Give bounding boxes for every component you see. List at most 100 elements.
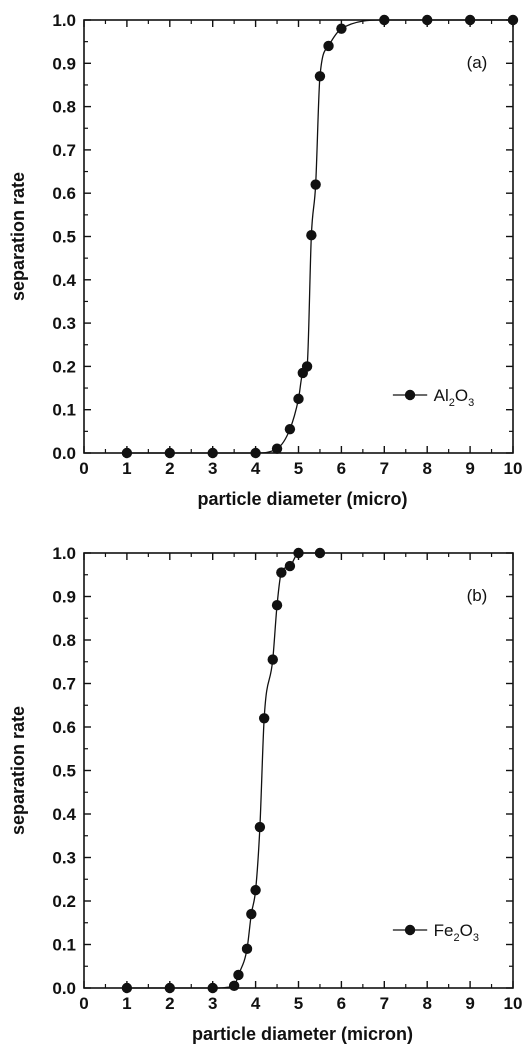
x-axis-title-a: particle diameter (micro)	[197, 489, 407, 509]
legend-label-b: Fe2O3	[434, 921, 479, 944]
data-point-b-14	[293, 547, 304, 559]
data-point-a-11	[314, 71, 326, 82]
data-point-b-11	[271, 600, 283, 611]
data-point-a-1	[164, 447, 175, 459]
data-point-b-8	[254, 821, 266, 833]
data-point-b-5	[241, 943, 253, 955]
plot-area-a: 0 1 2 3 4 5 6 7 8 9 10 0.0 0.1 0.2 0.3 0.4 0.5 0.6 0.7 0.8 0…	[52, 11, 522, 478]
legend-label-b-part1: Fe	[434, 921, 454, 940]
legend-marker-b	[404, 924, 416, 936]
legend-label-a-sub1: 2	[449, 397, 455, 409]
y-tick-label-a-2: 0.2	[52, 357, 76, 376]
legend-label-b-part2: O	[460, 921, 473, 940]
y-tick-label-a-5: 0.5	[52, 228, 76, 247]
x-axis-title-b: particle diameter (micron)	[192, 1024, 413, 1044]
data-point-b-4	[233, 969, 244, 981]
data-point-b-1	[164, 982, 175, 994]
x-tick-label-b-6: 6	[337, 994, 346, 1013]
y-tick-label-a-7: 0.7	[52, 141, 76, 160]
data-point-a-5	[284, 423, 296, 435]
data-point-b-3	[228, 980, 240, 992]
panel-a: 0 1 2 3 4 5 6 7 8 9 10 0.0 0.1 0.2 0.3 0.4 0.5 0.6 0.7 0.8 0…	[8, 11, 522, 509]
data-point-b-9	[258, 713, 270, 724]
y-tick-label-a-3: 0.3	[52, 314, 76, 333]
panel-label-b: (b)	[467, 586, 488, 605]
y-tick-label-a-1: 0.1	[52, 401, 76, 420]
y-tick-label-a-10: 1.0	[52, 11, 76, 30]
y-tick-label-b-0: 0.0	[52, 979, 76, 998]
x-tick-label-a-4: 4	[251, 459, 261, 478]
legend-b: Fe2O3	[392, 921, 479, 944]
panel-b: 0 1 2 3 4 5 6 7 8 9 10 0.0 0.1 0.2 0.3 0.4 0.5 0.6 0.7 0.8 0…	[8, 544, 522, 1044]
data-point-a-3	[250, 447, 261, 459]
data-point-b-13	[284, 560, 296, 572]
y-tick-label-b-4: 0.4	[52, 805, 76, 824]
y-tick-label-a-8: 0.8	[52, 98, 76, 117]
legend-marker-a	[404, 389, 416, 401]
data-point-a-14	[379, 14, 390, 26]
y-axis-title-b: separation rate	[8, 706, 28, 835]
y-tick-label-b-7: 0.7	[52, 675, 76, 694]
y-tick-label-b-1: 0.1	[52, 936, 76, 955]
data-point-b-12	[276, 567, 287, 578]
y-tick-label-b-9: 0.9	[52, 588, 76, 607]
x-tick-label-a-7: 7	[380, 459, 389, 478]
x-tick-label-a-8: 8	[422, 459, 431, 478]
x-tick-label-a-9: 9	[465, 459, 474, 478]
y-tick-label-a-4: 0.4	[52, 271, 76, 290]
x-tick-label-a-2: 2	[165, 459, 174, 478]
x-tick-label-b-4: 4	[251, 994, 261, 1013]
legend-a: Al2O3	[392, 386, 475, 409]
x-tick-label-a-6: 6	[337, 459, 346, 478]
y-tick-label-a-0: 0.0	[52, 444, 76, 463]
x-tick-label-a-10: 10	[504, 459, 523, 478]
x-tick-label-a-5: 5	[294, 459, 303, 478]
data-point-a-4	[271, 443, 283, 454]
data-point-a-0	[121, 447, 133, 459]
y-tick-label-b-2: 0.2	[52, 892, 76, 911]
x-tick-label-a-0: 0	[79, 459, 88, 478]
x-tick-label-a-3: 3	[208, 459, 217, 478]
data-point-b-0	[121, 982, 133, 994]
y-tick-label-a-9: 0.9	[52, 54, 76, 73]
x-tick-label-b-8: 8	[422, 994, 431, 1013]
x-tick-label-b-9: 9	[465, 994, 474, 1013]
legend-label-b-sub1: 2	[453, 932, 459, 944]
plot-area-b: 0 1 2 3 4 5 6 7 8 9 10 0.0 0.1 0.2 0.3 0.4 0.5 0.6 0.7 0.8 0…	[52, 544, 522, 1013]
data-point-a-13	[336, 23, 347, 34]
y-tick-label-a-6: 0.6	[52, 184, 76, 203]
legend-label-a: Al2O3	[434, 386, 475, 409]
y-tick-label-b-6: 0.6	[52, 718, 76, 737]
x-tick-label-a-1: 1	[122, 459, 131, 478]
x-tick-label-b-0: 0	[79, 994, 88, 1013]
data-point-a-8	[301, 361, 313, 372]
x-tick-label-b-2: 2	[165, 994, 174, 1013]
x-tick-label-b-10: 10	[504, 994, 523, 1013]
x-tick-label-b-5: 5	[294, 994, 303, 1013]
data-point-a-12	[323, 40, 334, 52]
data-point-a-9	[306, 230, 317, 241]
y-tick-label-b-10: 1.0	[52, 544, 76, 563]
legend-label-a-part2: O	[455, 386, 468, 405]
legend-label-a-sub2: 3	[468, 397, 474, 409]
y-axis-title-a: separation rate	[8, 172, 28, 301]
x-tick-label-b-7: 7	[380, 994, 389, 1013]
data-point-b-15	[314, 547, 326, 559]
data-point-a-17	[507, 14, 519, 26]
data-point-b-2	[207, 982, 218, 994]
y-tick-label-b-3: 0.3	[52, 849, 76, 868]
data-point-a-16	[464, 14, 476, 26]
data-point-a-15	[422, 14, 433, 26]
data-point-b-6	[246, 908, 257, 920]
data-point-b-10	[267, 654, 278, 665]
series-line-b-0	[126, 552, 320, 989]
data-point-a-6	[293, 393, 304, 405]
data-point-b-7	[250, 884, 261, 896]
x-tick-label-b-3: 3	[208, 994, 217, 1013]
x-tick-label-b-1: 1	[122, 994, 131, 1013]
y-tick-label-b-8: 0.8	[52, 631, 76, 650]
data-point-a-2	[207, 447, 218, 459]
data-point-a-10	[310, 179, 321, 190]
legend-label-b-sub2: 3	[473, 932, 479, 944]
